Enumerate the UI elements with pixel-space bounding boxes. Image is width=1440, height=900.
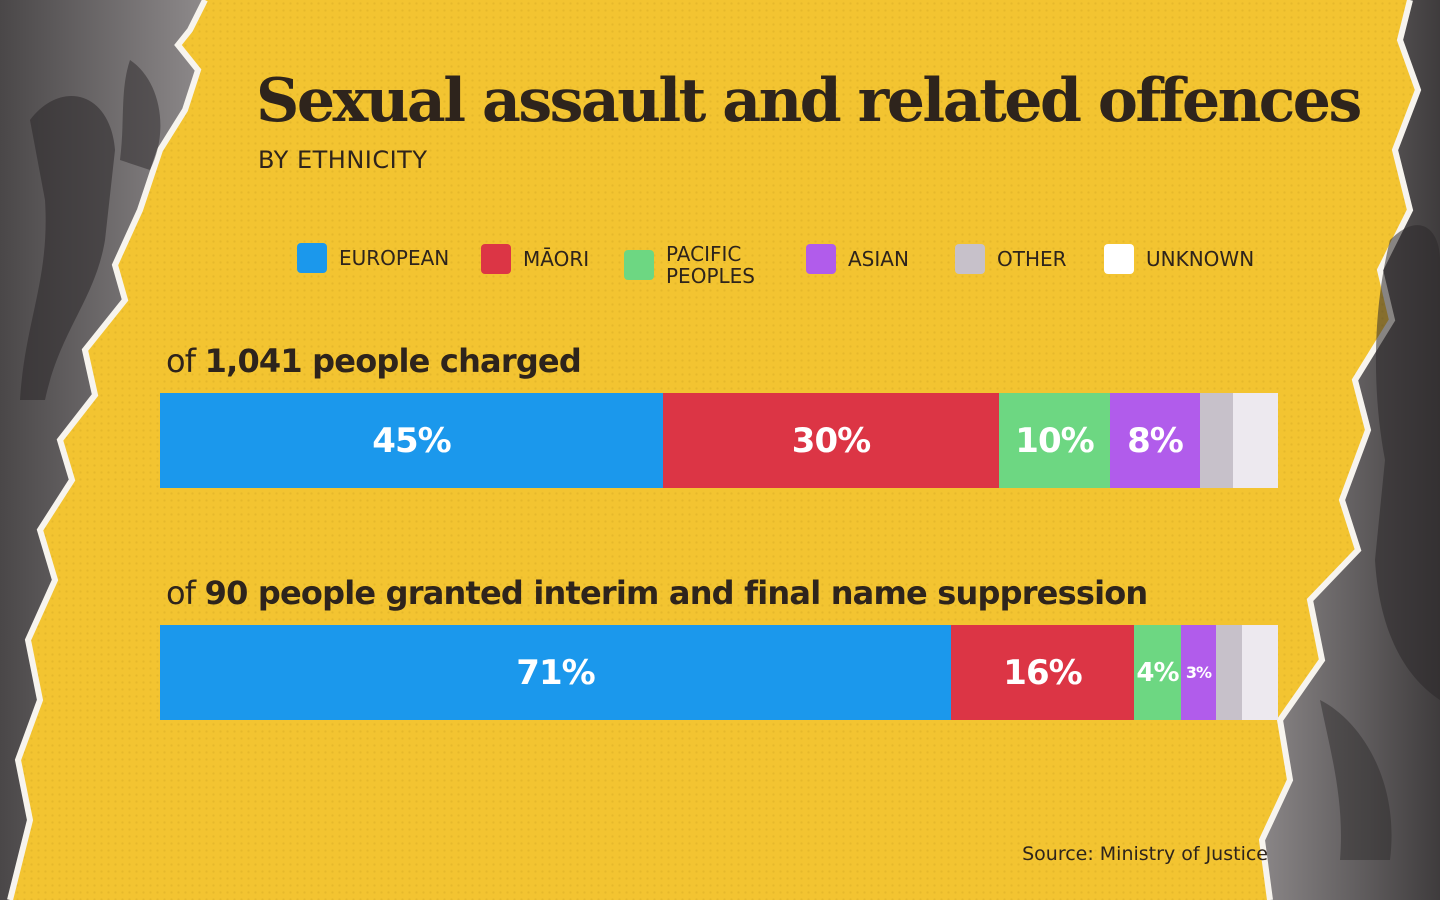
data-label: 4%	[1136, 657, 1179, 688]
panel-1-title-prefix: of	[166, 342, 205, 380]
legend-item-4: ASIAN	[806, 244, 909, 274]
bar-segment-2: 30%	[663, 393, 999, 488]
stacked-bar-charged: 45% 30% 10% 8%	[160, 393, 1278, 488]
panel-1-title-bold: 1,041 people charged	[204, 342, 582, 380]
panel-2-title-prefix: of	[166, 574, 205, 612]
legend-label: ASIAN	[848, 247, 909, 271]
legend-swatch	[297, 243, 327, 273]
panel-1-title: of 1,041 people charged	[166, 342, 582, 380]
data-label: 16%	[1003, 652, 1082, 693]
bar-segment-3: 10%	[999, 393, 1110, 488]
bar-segment-2: 16%	[951, 625, 1134, 720]
data-label: 10%	[1015, 420, 1094, 461]
legend-swatch	[806, 244, 836, 274]
bar-segment-5	[1216, 625, 1242, 720]
legend-label: MĀORI	[523, 247, 590, 271]
legend-item-3: PACIFIC PEOPLES	[624, 243, 755, 287]
data-label: 3%	[1185, 663, 1212, 682]
right-photo-strip	[1258, 0, 1440, 900]
legend-label: PACIFIC PEOPLES	[666, 242, 755, 288]
chart-title: Sexual assault and related offences	[256, 66, 1362, 136]
legend-swatch	[481, 244, 511, 274]
bar-segment-5	[1200, 393, 1233, 488]
legend-label: UNKNOWN	[1146, 247, 1255, 271]
bar-segment-4: 3%	[1181, 625, 1216, 720]
data-label: 71%	[516, 652, 595, 693]
data-label: 8%	[1127, 420, 1184, 461]
bar-segment-1: 45%	[160, 393, 663, 488]
data-label: 45%	[372, 420, 451, 461]
legend-item-5: OTHER	[955, 244, 1067, 274]
source-note: Source: Ministry of Justice	[1022, 843, 1268, 865]
panel-2-title: of 90 people granted interim and final n…	[166, 574, 1149, 612]
left-photo-strip	[0, 0, 208, 900]
legend-item-2: MĀORI	[481, 244, 589, 274]
data-label: 30%	[791, 420, 871, 461]
legend-swatch	[624, 250, 654, 280]
chart-subtitle: BY ETHNICITY	[258, 146, 428, 174]
bar-segment-3: 4%	[1134, 625, 1181, 720]
stacked-bar-suppression: 71% 16% 4% 3%	[160, 625, 1278, 720]
bar-segment-6	[1233, 393, 1278, 488]
bar-segment-6	[1242, 625, 1278, 720]
legend-swatch	[1104, 244, 1134, 274]
legend-label: EUROPEAN	[339, 246, 450, 270]
bar-segment-1: 71%	[160, 625, 951, 720]
legend-label: OTHER	[997, 247, 1067, 271]
legend-swatch	[955, 244, 985, 274]
panel-2-title-bold: 90 people granted interim and final name…	[204, 574, 1149, 612]
legend-item-6: UNKNOWN	[1104, 244, 1254, 274]
legend-item-1: EUROPEAN	[297, 243, 449, 273]
bar-segment-4: 8%	[1110, 393, 1200, 488]
